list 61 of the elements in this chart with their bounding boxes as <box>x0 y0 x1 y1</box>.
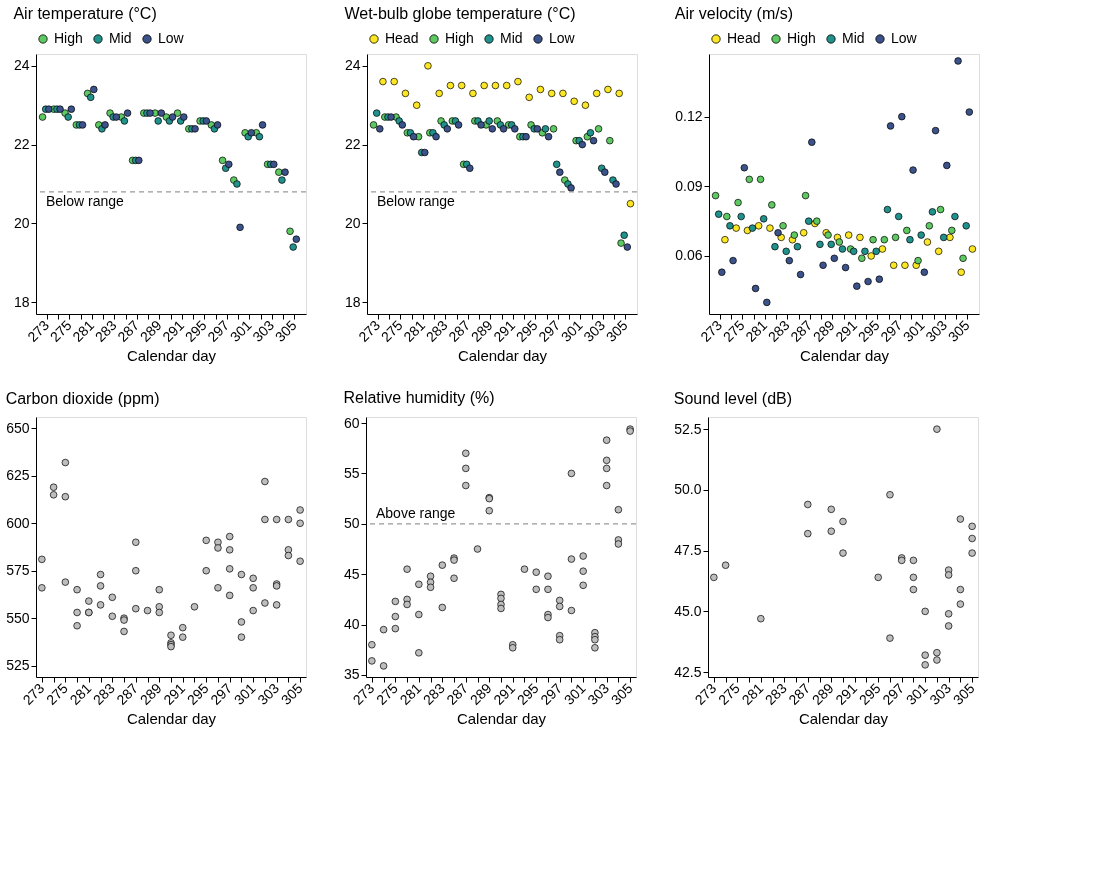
ref-line-label: Below range <box>46 192 125 209</box>
y-tick-label: 50 <box>343 515 360 532</box>
chart-title: Sound level (dB) <box>673 390 793 407</box>
y-tick-label: 24 <box>344 57 361 74</box>
chart-title: Carbon dioxide (ppm) <box>5 390 160 407</box>
y-tick-label: 0.09 <box>675 177 703 194</box>
y-tick-label: 24 <box>13 57 30 74</box>
legend-label: Low <box>549 30 576 46</box>
x-axis-title: Calendar day <box>799 346 890 364</box>
y-tick-label: 22 <box>13 136 30 153</box>
chart-title: Wet-bulb globe temperature (°C) <box>344 5 576 22</box>
legend-label: Mid <box>842 30 865 46</box>
x-axis-title: Calendar day <box>457 346 548 364</box>
legend-label: Head <box>727 30 761 46</box>
y-tick-label: 18 <box>344 293 361 310</box>
chart-title: Relative humidity (%) <box>343 389 495 407</box>
y-tick-label: 18 <box>13 293 30 310</box>
legend-label: High <box>54 30 83 46</box>
x-axis-title: Calendar day <box>126 709 217 727</box>
y-tick-label: 600 <box>6 514 30 531</box>
y-tick-label: 42.5 <box>674 663 702 680</box>
y-tick-label: 45 <box>343 565 360 582</box>
legend-label: Low <box>158 30 185 46</box>
y-tick-label: 20 <box>13 214 30 231</box>
x-tick-label: 273 <box>691 679 720 708</box>
x-axis-title: Calendar day <box>126 346 217 364</box>
y-tick-label: 0.12 <box>675 108 703 125</box>
x-tick-label: 281 <box>738 679 767 708</box>
y-tick-label: 625 <box>6 467 30 484</box>
y-tick-label: 575 <box>6 562 30 579</box>
y-tick-label: 45.0 <box>674 602 702 619</box>
legend-label: Mid <box>109 30 132 46</box>
ref-line-label: Below range <box>377 192 456 209</box>
x-tick-label: 301 <box>560 679 589 708</box>
y-tick-label: 650 <box>6 419 30 436</box>
y-tick-label: 525 <box>6 657 30 674</box>
y-tick-label: 0.06 <box>675 247 703 264</box>
legend-label: Low <box>891 30 918 46</box>
x-tick-label: 273 <box>19 679 48 708</box>
y-tick-label: 40 <box>343 616 360 633</box>
x-tick-label: 301 <box>230 679 259 708</box>
x-tick-label: 301 <box>902 679 931 708</box>
legend-label: High <box>445 30 474 46</box>
x-axis-title: Calendar day <box>798 709 889 727</box>
legend-label: Mid <box>500 30 523 46</box>
y-tick-label: 52.5 <box>674 420 702 437</box>
y-tick-label: 60 <box>343 414 360 431</box>
y-tick-label: 47.5 <box>674 542 702 559</box>
ref-line-label: Above range <box>376 504 456 521</box>
legend-label: Head <box>385 30 419 46</box>
x-tick-label: 281 <box>66 679 95 708</box>
chart-title: Air temperature (°C) <box>13 5 157 22</box>
y-tick-label: 50.0 <box>674 481 702 498</box>
chart-title: Air velocity (m/s) <box>674 5 793 22</box>
legend-label: High <box>787 30 816 46</box>
x-axis-title: Calendar day <box>456 709 547 727</box>
y-tick-label: 22 <box>344 136 361 153</box>
y-tick-label: 55 <box>343 464 360 481</box>
y-tick-label: 20 <box>344 214 361 231</box>
x-tick-label: 281 <box>396 679 425 708</box>
y-tick-label: 550 <box>6 609 30 626</box>
